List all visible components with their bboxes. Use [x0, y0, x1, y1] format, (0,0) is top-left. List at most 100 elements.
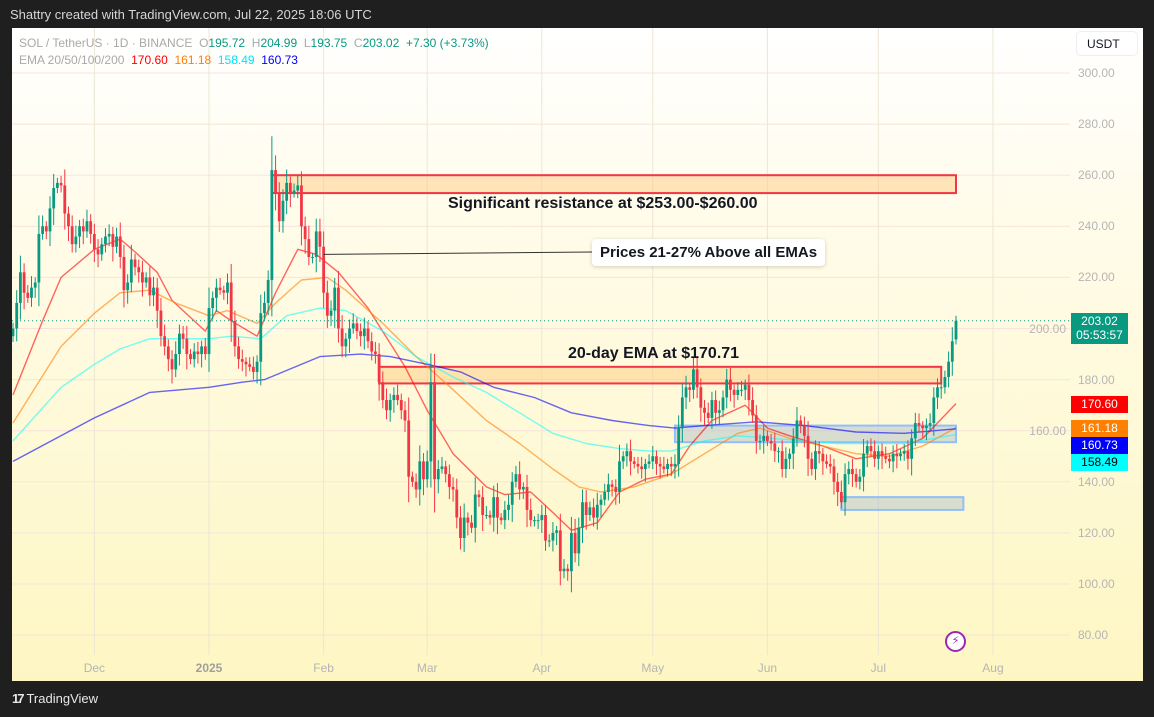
lightning-icon[interactable]: ⚡︎ — [945, 631, 966, 652]
candle-body — [44, 226, 48, 232]
candle-body — [470, 522, 473, 528]
candle — [913, 412, 917, 447]
last-price: 203.02 — [1081, 314, 1118, 328]
legend-symbol[interactable]: SOL / TetherUS · 1D · BINANCE — [19, 36, 193, 50]
candle — [422, 453, 425, 496]
candle — [499, 513, 503, 525]
bar-countdown: 05:53:57 — [1076, 328, 1123, 342]
chart-panel[interactable] — [12, 28, 1143, 681]
candle — [773, 432, 777, 462]
ema-line-ema20 — [12, 238, 957, 531]
candle — [695, 355, 699, 399]
candle-body — [189, 354, 192, 360]
candle-body — [888, 458, 891, 462]
candle-body — [78, 226, 81, 237]
candle-body — [447, 474, 451, 487]
candle-body — [717, 410, 721, 413]
candle — [377, 343, 381, 401]
candle-body — [237, 346, 240, 360]
candle-body — [141, 272, 144, 283]
ema-line-ema200 — [12, 353, 957, 463]
ema20-note[interactable]: 20-day EMA at $170.71 — [568, 345, 740, 362]
candle — [862, 439, 865, 492]
candle-body — [747, 384, 751, 401]
candle — [606, 473, 610, 501]
candle — [81, 218, 85, 245]
price-tick-label: 80.00 — [1078, 628, 1109, 643]
candle-body — [680, 397, 684, 429]
resistance-note[interactable]: Significant resistance at $253.00-$260.0… — [448, 195, 758, 212]
candle-body — [614, 486, 618, 493]
candle — [610, 479, 614, 497]
candle-body — [703, 407, 706, 413]
candle-body — [688, 387, 692, 390]
candle — [348, 319, 351, 353]
candle — [207, 287, 211, 372]
candle — [692, 357, 695, 399]
candle — [547, 534, 551, 547]
candle — [784, 447, 788, 478]
candle-body — [899, 453, 902, 457]
candle-body — [300, 185, 303, 227]
ema-label[interactable]: EMA 20/50/100/200 — [19, 53, 125, 67]
candle — [96, 239, 100, 268]
candle-body — [666, 463, 669, 470]
candle-body — [399, 400, 403, 411]
candle — [947, 351, 950, 388]
candle-body — [640, 466, 644, 470]
price-tick-label: 100.00 — [1078, 577, 1115, 591]
candle — [152, 276, 155, 307]
candle-body — [126, 282, 130, 291]
candle — [473, 477, 477, 543]
candle — [118, 222, 122, 269]
candle-body — [795, 420, 799, 439]
price-tick-label: 220.00 — [1078, 270, 1115, 285]
candle-body — [281, 200, 285, 222]
candle-body — [222, 290, 226, 293]
candle — [52, 173, 56, 226]
candle-body — [814, 451, 817, 470]
candle-body — [429, 382, 433, 462]
candle-body — [311, 256, 314, 258]
candle — [429, 353, 433, 488]
candle — [266, 270, 270, 316]
candle — [647, 454, 651, 469]
candle — [869, 438, 873, 457]
candle — [244, 357, 248, 377]
candle — [214, 278, 218, 312]
candle — [765, 430, 769, 447]
candle-body — [655, 456, 658, 464]
candle — [851, 458, 854, 487]
candle-body — [754, 415, 758, 441]
candle — [166, 339, 170, 372]
candle — [806, 421, 810, 477]
candle-body — [351, 323, 355, 329]
tradingview-logo[interactable]: 17 TradingView — [12, 691, 98, 706]
candle — [311, 253, 314, 264]
candle-body — [473, 494, 477, 528]
tradingview-logo-text: TradingView — [26, 691, 99, 706]
candle-body — [551, 532, 555, 541]
currency-button[interactable]: USDT — [1076, 31, 1138, 56]
candle — [307, 225, 311, 266]
candle — [240, 349, 244, 372]
candle-body — [292, 190, 296, 194]
candle-body — [255, 361, 259, 372]
candle — [351, 313, 355, 334]
candle — [181, 325, 185, 349]
candle-body — [884, 456, 888, 459]
candle — [544, 504, 547, 551]
candle — [74, 225, 78, 253]
candle-body — [159, 310, 163, 337]
candle — [795, 407, 799, 447]
candle-body — [699, 387, 703, 408]
candle-body — [226, 282, 229, 293]
candle — [222, 285, 226, 300]
ema-distance-callout[interactable]: Prices 21-27% Above all EMAs — [592, 239, 826, 266]
candle — [599, 494, 603, 518]
candle-body — [251, 366, 255, 372]
candle — [85, 209, 89, 238]
candle-body — [662, 466, 666, 470]
candle — [44, 221, 48, 240]
